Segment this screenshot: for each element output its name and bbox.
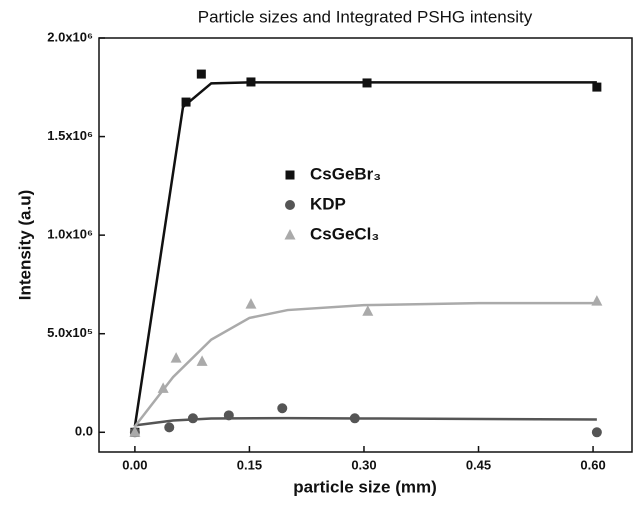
legend-marker xyxy=(285,170,295,180)
x-tick-label: 0.45 xyxy=(466,457,491,472)
point xyxy=(164,422,175,433)
x-tick-label: 0.15 xyxy=(237,457,262,472)
point xyxy=(181,97,191,107)
y-tick-label: 5.0x10⁵ xyxy=(47,325,93,340)
point xyxy=(362,78,372,88)
legend-label: KDP xyxy=(310,194,346,213)
x-tick-label: 0.30 xyxy=(351,457,376,472)
point xyxy=(246,77,256,87)
plot-frame xyxy=(98,37,633,453)
point xyxy=(129,426,141,437)
point xyxy=(592,82,602,92)
fit-line xyxy=(134,416,597,427)
x-tick-label: 0.00 xyxy=(122,457,147,472)
point xyxy=(170,352,182,363)
fit-line xyxy=(133,301,597,428)
point xyxy=(591,427,602,438)
y-tick-label: 1.0x10⁶ xyxy=(47,227,93,242)
point xyxy=(187,413,198,424)
chart-title: Particle sizes and Integrated PSHG inten… xyxy=(198,7,533,26)
legend-label: CsGeCl₃ xyxy=(310,224,379,243)
point xyxy=(196,355,208,366)
fit-line xyxy=(133,81,597,427)
y-axis-title: Intensity (a.u) xyxy=(15,190,34,301)
point xyxy=(362,305,374,316)
point xyxy=(157,382,169,393)
y-tick-label: 1.5x10⁶ xyxy=(47,128,93,143)
x-tick-label: 0.60 xyxy=(580,457,605,472)
legend-label: CsGeBr₃ xyxy=(310,164,381,183)
point xyxy=(277,403,288,414)
legend-marker xyxy=(285,200,295,210)
point xyxy=(196,69,206,79)
legend-marker xyxy=(284,229,296,240)
point xyxy=(223,410,234,421)
y-tick-label: 2.0x10⁶ xyxy=(47,29,93,44)
point xyxy=(591,295,603,306)
point xyxy=(245,298,257,309)
x-axis-title: particle size (mm) xyxy=(293,477,437,496)
point xyxy=(349,413,360,424)
y-tick-label: 0.0 xyxy=(75,424,93,439)
